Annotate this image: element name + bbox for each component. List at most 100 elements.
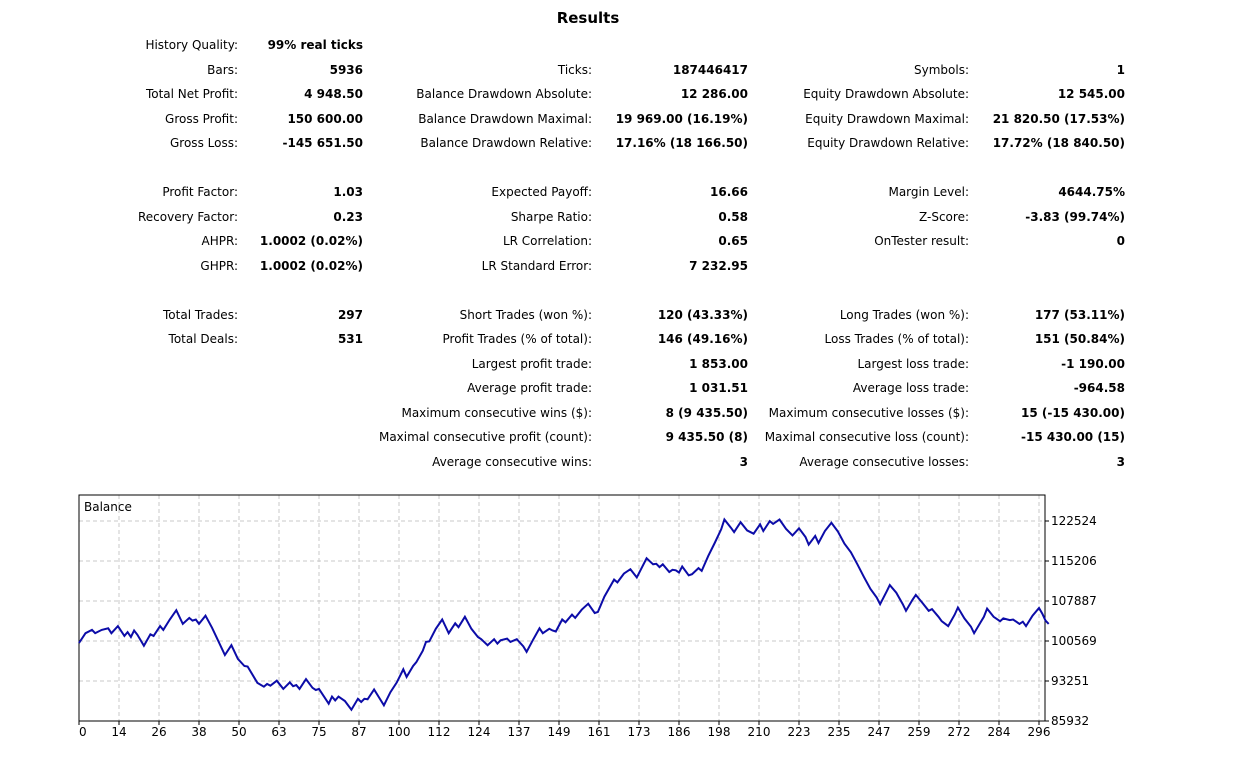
x-tick-label: 87 [351,725,366,739]
x-tick-label: 272 [948,725,971,739]
stat-label: History Quality: [145,38,238,52]
stat-value: 150 600.00 [287,111,363,126]
stat-value: 187446417 [672,62,748,77]
stat-label: Total Trades: [163,307,238,322]
stat-label: Maximal consecutive loss (count): [764,430,969,444]
stat-value: 1 031.51 [689,381,748,395]
chart-title: Balance [84,500,132,514]
y-tick-label: 107887 [1051,594,1097,608]
stat-label: Expected Payoff: [491,185,592,199]
stat-label: Short Trades (won %): [459,307,592,322]
stat-value: 177 (53.11%) [1034,307,1125,322]
stat-value: 297 [337,307,363,322]
x-tick-label: 50 [231,725,246,739]
stat-value: 146 (49.16%) [657,332,748,346]
stat-value: 3 [739,454,748,469]
x-tick-label: 259 [908,725,931,739]
x-tick-label: 38 [191,725,206,739]
y-tick-label: 122524 [1051,514,1097,528]
stat-value: 5936 [329,62,363,77]
stat-value: -145 651.50 [282,136,363,150]
y-axis-ticks: 85932 93251 100569 107887 115206 122524 [1045,514,1097,728]
stat-label: Equity Drawdown Absolute: [803,87,969,101]
stat-value: 1.03 [333,185,363,199]
stat-label: Average consecutive wins: [432,454,592,469]
stat-label: Balance Drawdown Relative: [420,136,592,150]
x-tick-label: 0 [79,725,87,739]
stat-label: Bars: [207,62,238,77]
stat-label: Gross Loss: [170,136,238,150]
stat-value: 0 [1116,234,1125,248]
stat-value: 120 (43.33%) [657,307,748,322]
plot-border [78,494,1046,722]
balance-line [78,517,1050,712]
x-tick-label: 235 [828,725,851,739]
x-tick-label: 14 [111,725,126,739]
x-tick-label: 247 [868,725,891,739]
stat-label: Average consecutive losses: [799,454,969,469]
x-tick-label: 198 [708,725,731,739]
stat-label: Largest loss trade: [857,356,969,371]
stat-value: 8 (9 435.50) [665,405,748,420]
stat-label: Sharpe Ratio: [510,209,592,224]
x-tick-label: 186 [668,725,691,739]
x-axis-ticks: 0 14 26 38 50 63 75 87 100 112 124 137 149 161 173 186 1… [78,721,1051,739]
x-tick-label: 100 [388,725,411,739]
stat-label: Balance Drawdown Maximal: [418,111,592,126]
stat-label: Loss Trades (% of total): [824,332,970,346]
x-tick-label: 75 [311,725,326,739]
stat-value: 1.0002 (0.02%) [259,258,363,273]
y-tick-label: 93251 [1051,674,1089,688]
stat-label: Profit Factor: [162,185,238,199]
y-tick-label: 100569 [1051,634,1097,648]
x-tick-label: 63 [271,725,286,739]
stat-label: Profit Trades (% of total): [442,332,592,346]
stat-value: 7 232.95 [689,258,748,273]
stat-label: Balance Drawdown Absolute: [416,87,592,101]
stat-value: -3.83 (99.74%) [1025,209,1125,224]
stat-label: Total Deals: [168,332,238,346]
x-tick-label: 210 [748,725,771,739]
stat-label: Maximal consecutive profit (count): [378,430,592,444]
stat-label: AHPR: [201,234,238,248]
stat-label: Largest profit trade: [471,356,592,371]
x-tick-label: 173 [628,725,651,739]
stat-value: 1.0002 (0.02%) [259,234,363,248]
stat-value: 16.66 [710,185,748,199]
stat-label: LR Standard Error: [481,258,592,273]
stat-value: -964.58 [1073,381,1125,395]
stat-value: 9 435.50 (8) [665,430,748,444]
x-tick-label: 124 [468,725,491,739]
stat-label: OnTester result: [874,234,969,248]
stat-value: 21 820.50 (17.53%) [992,111,1125,126]
stat-label: Recovery Factor: [137,209,238,224]
stat-value: 531 [337,332,363,346]
y-tick-label: 115206 [1051,554,1097,568]
stat-label: Symbols: [914,62,969,77]
stat-value: 17.16% (18 166.50) [615,136,748,150]
stat-value: 1 853.00 [689,356,748,371]
stat-value: 17.72% (18 840.50) [992,136,1125,150]
x-tick-label: 26 [151,725,166,739]
stat-label: Equity Drawdown Relative: [807,136,969,150]
stat-label: Long Trades (won %): [839,307,969,322]
stat-label: Ticks: [557,62,592,77]
stat-label: Gross Profit: [165,111,238,126]
stat-label: Equity Drawdown Maximal: [805,111,969,126]
stat-value: 0.58 [718,209,748,224]
x-tick-label: 284 [988,725,1011,739]
stat-label: LR Correlation: [502,234,592,248]
x-tick-label: 112 [428,725,451,739]
stat-value: 0.65 [718,234,748,248]
stat-value: 4 948.50 [304,87,363,101]
stat-label: Average profit trade: [467,381,592,395]
y-tick-label: 85932 [1051,714,1089,728]
results-title: Results [556,9,620,27]
stat-label: Average loss trade: [852,381,969,395]
stat-label: Total Net Profit: [145,87,238,101]
stat-value: 12 286.00 [680,87,748,101]
x-tick-label: 296 [1028,725,1051,739]
stat-label: Z-Score: [919,209,969,224]
stat-value: 12 545.00 [1057,87,1125,101]
